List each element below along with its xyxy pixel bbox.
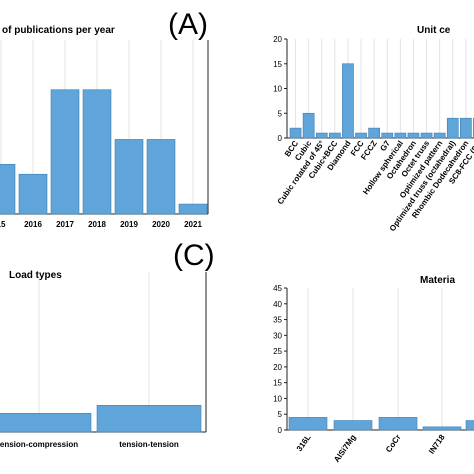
bar [328, 132, 341, 139]
bar [368, 127, 381, 139]
x-tick-label: 2018 [88, 220, 106, 229]
panel-letter-c: (C) [173, 239, 215, 272]
y-tick-label: 0 [278, 426, 283, 435]
bar [114, 139, 144, 215]
x-tick-label: IN718 [427, 433, 447, 456]
y-tick-label: 40 [273, 300, 282, 309]
y-tick-label: 10 [273, 394, 282, 403]
x-tick-label: AlSi7Mg [332, 433, 358, 464]
bar [420, 132, 433, 139]
bar [465, 420, 474, 431]
bar [315, 132, 328, 139]
bar [0, 413, 92, 433]
bar [178, 203, 208, 215]
y-tick-label: 10 [273, 85, 282, 94]
bar [446, 117, 459, 139]
chart-a: 15 2016 2017 2018 2019 2020 2021 [0, 40, 209, 229]
x-tick-label: 316L [295, 433, 313, 453]
bar [18, 173, 48, 215]
x-tick-label: 2016 [24, 220, 42, 229]
bar [433, 132, 446, 139]
chart-c: ension-compression tension-tension [0, 272, 207, 449]
bar [82, 89, 112, 215]
chart-d: 0 5 10 15 20 25 30 35 40 45 316L AlSi7Mg CoCr IN718 [273, 284, 474, 464]
chart-a-title: of publications per year [2, 25, 115, 36]
y-tick-label: 15 [273, 60, 282, 69]
x-tick-label: ension-compression [0, 440, 78, 449]
chart-c-title: Load types [9, 270, 62, 281]
bar [378, 417, 418, 431]
y-tick-label: 45 [273, 284, 282, 293]
y-tick-label: 5 [278, 410, 283, 419]
bar [50, 89, 80, 215]
x-tick-label: 15 [0, 220, 6, 229]
y-tick-label: 35 [273, 316, 282, 325]
bar [288, 417, 328, 431]
bar [422, 426, 462, 431]
bar [333, 420, 373, 431]
y-tick-label: 15 [273, 379, 282, 388]
bar [289, 127, 302, 139]
y-tick-label: 0 [278, 134, 283, 143]
panel-letter-a: (A) [168, 8, 208, 41]
bar [381, 132, 394, 139]
bar [0, 163, 16, 215]
y-tick-label: 20 [273, 35, 282, 44]
bar [302, 112, 315, 139]
x-tick-label: 2020 [152, 220, 170, 229]
bar [342, 63, 354, 139]
x-tick-label: 2021 [184, 220, 202, 229]
bar [146, 139, 176, 215]
bar [355, 132, 367, 139]
x-tick-label: 2019 [120, 220, 138, 229]
x-tick-label: tension-tension [119, 440, 179, 449]
x-tick-label: 2017 [56, 220, 74, 229]
chart-b-title: Unit ce [417, 25, 451, 36]
bar [394, 132, 407, 139]
y-tick-label: 30 [273, 331, 282, 340]
y-tick-label: 20 [273, 363, 282, 372]
bar [96, 405, 202, 433]
x-tick-label: CoCr [384, 433, 403, 454]
bar [407, 132, 420, 139]
y-tick-label: 5 [278, 109, 283, 118]
y-tick-label: 25 [273, 347, 282, 356]
chart-d-title: Materia [420, 275, 455, 286]
bar [459, 117, 472, 139]
